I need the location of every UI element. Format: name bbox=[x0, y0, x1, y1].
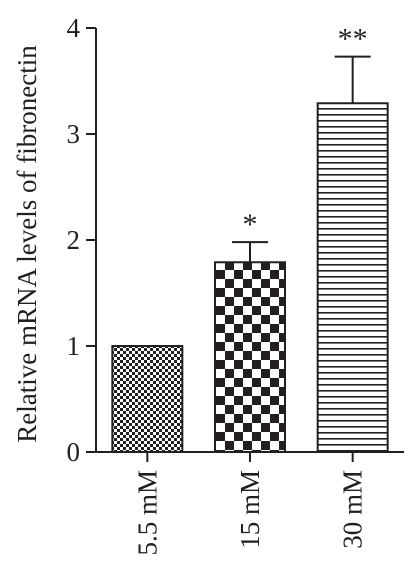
y-tick-label: 0 bbox=[67, 437, 81, 467]
y-axis-label: Relative mRNA levels of fibronectin bbox=[12, 45, 42, 443]
y-tick-label: 4 bbox=[67, 13, 81, 43]
y-tick-label: 1 bbox=[67, 331, 81, 361]
x-tick-label: 5.5 mM bbox=[132, 470, 162, 556]
bar bbox=[316, 102, 389, 453]
y-tick-label: 2 bbox=[67, 225, 81, 255]
x-tick-label: 30 mM bbox=[338, 470, 368, 549]
error-bars bbox=[232, 55, 371, 263]
x-tick-label: 15 mM bbox=[235, 470, 265, 549]
significance-marker: ** bbox=[338, 23, 368, 56]
bar bbox=[111, 345, 184, 453]
significance-marker: * bbox=[243, 208, 258, 241]
tick-labels: 0 1 2 3 4 5.5 mM * 15 mM ** 30 mM bbox=[67, 13, 368, 556]
y-tick-label: 3 bbox=[67, 119, 81, 149]
bars bbox=[111, 102, 389, 454]
bar bbox=[214, 261, 286, 454]
